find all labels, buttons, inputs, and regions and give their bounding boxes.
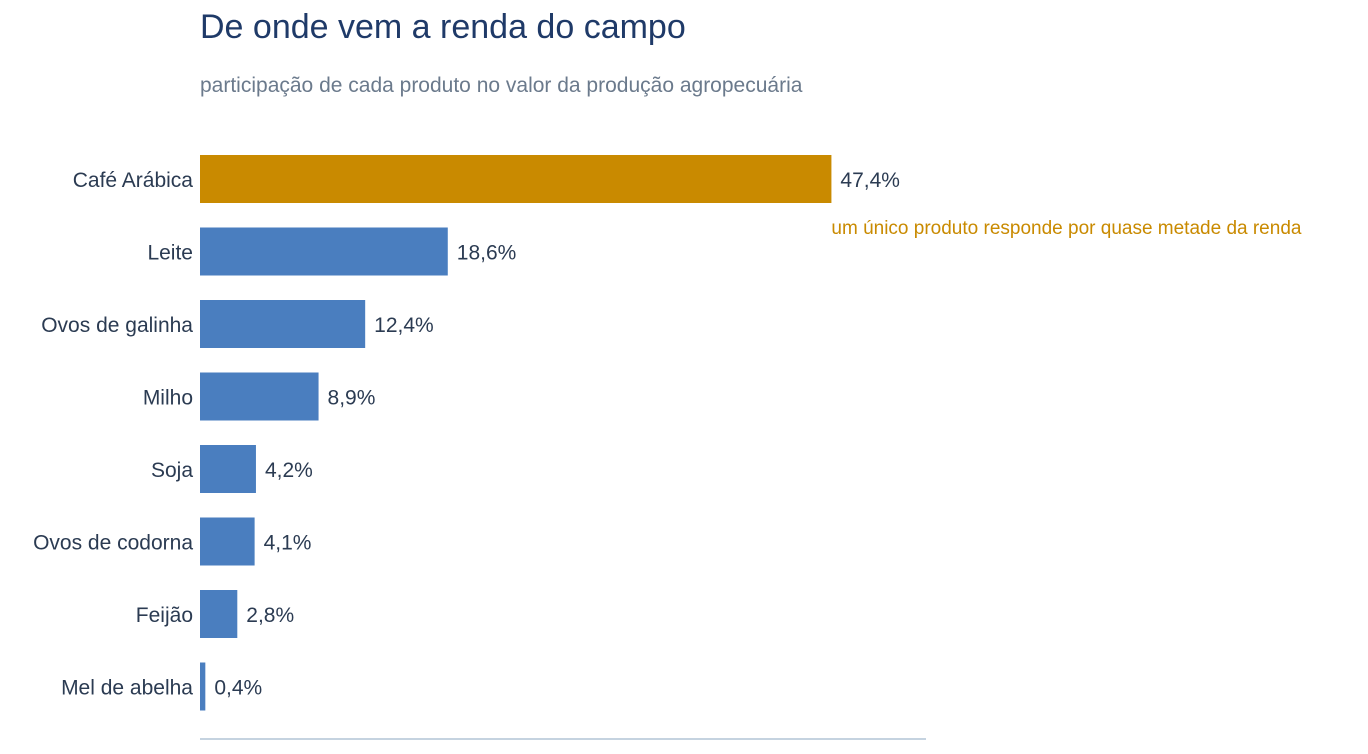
category-label: Café Arábica (73, 169, 194, 192)
value-label: 0,4% (214, 677, 262, 700)
value-label: 8,9% (328, 387, 376, 410)
category-label: Feijão (136, 604, 193, 627)
category-label: Milho (143, 387, 193, 410)
bar (200, 155, 832, 203)
value-label: 18,6% (457, 242, 517, 265)
category-label: Soja (151, 459, 193, 482)
category-label: Ovos de galinha (41, 314, 193, 337)
category-label: Mel de abelha (61, 677, 193, 700)
chart-title: De onde vem a renda do campo (200, 8, 686, 46)
category-label: Ovos de codorna (33, 532, 193, 555)
chart-subtitle: participação de cada produto no valor da… (200, 74, 803, 97)
value-label: 12,4% (374, 314, 434, 337)
annotation-text: um único produto responde por quase meta… (831, 218, 1301, 239)
bar (200, 517, 255, 566)
value-label: 2,8% (246, 604, 294, 627)
value-label: 47,4% (840, 169, 900, 192)
bar (200, 372, 319, 421)
bar (200, 662, 206, 711)
bar (200, 300, 366, 348)
bar (200, 590, 238, 638)
value-label: 4,1% (264, 532, 312, 555)
category-label: Leite (147, 242, 193, 265)
bar (200, 445, 256, 493)
bar (200, 227, 448, 276)
value-label: 4,2% (265, 459, 313, 482)
